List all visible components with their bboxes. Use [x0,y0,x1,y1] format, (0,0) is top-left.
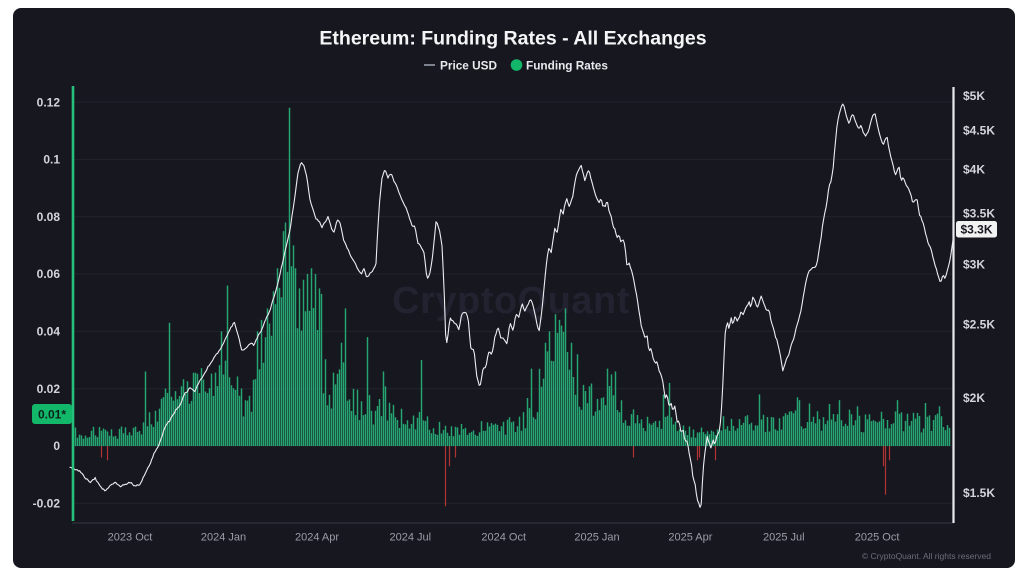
svg-text:0.06: 0.06 [37,267,61,281]
svg-text:0.02: 0.02 [37,382,61,396]
svg-text:2025 Jul: 2025 Jul [763,532,805,544]
svg-text:2024 Jul: 2024 Jul [390,532,432,544]
svg-text:$3.5K: $3.5K [963,207,995,221]
svg-text:$3K: $3K [963,257,985,271]
svg-text:0.08: 0.08 [37,210,61,224]
svg-text:$3.3K: $3.3K [960,223,992,237]
svg-text:CryptoQuant: CryptoQuant [392,280,630,322]
svg-text:$2K: $2K [963,391,985,405]
svg-text:2024 Apr: 2024 Apr [295,532,339,544]
svg-text:2023 Oct: 2023 Oct [108,532,153,544]
svg-text:$4K: $4K [963,163,985,177]
svg-text:2024 Jan: 2024 Jan [201,532,246,544]
svg-text:Ethereum: Funding Rates - All: Ethereum: Funding Rates - All Exchanges [319,28,706,50]
svg-text:2024 Oct: 2024 Oct [481,532,526,544]
svg-text:0.1: 0.1 [43,153,60,167]
svg-text:$5K: $5K [963,89,985,103]
svg-text:-0.02: -0.02 [33,497,61,511]
svg-text:Price USD: Price USD [440,59,498,73]
svg-text:2025 Jan: 2025 Jan [574,532,619,544]
svg-text:0.01*: 0.01* [38,407,66,421]
svg-text:0.12: 0.12 [37,95,61,109]
svg-text:© CryptoQuant. All rights rese: © CryptoQuant. All rights reserved [862,551,991,561]
svg-text:$2.5K: $2.5K [963,318,995,332]
svg-text:Funding Rates: Funding Rates [526,59,608,73]
svg-text:2025 Apr: 2025 Apr [668,532,712,544]
svg-text:0.04: 0.04 [37,325,61,339]
svg-text:0: 0 [53,439,60,453]
svg-text:2025 Oct: 2025 Oct [855,532,900,544]
svg-text:$4.5K: $4.5K [963,124,995,138]
svg-text:$1.5K: $1.5K [963,486,995,500]
